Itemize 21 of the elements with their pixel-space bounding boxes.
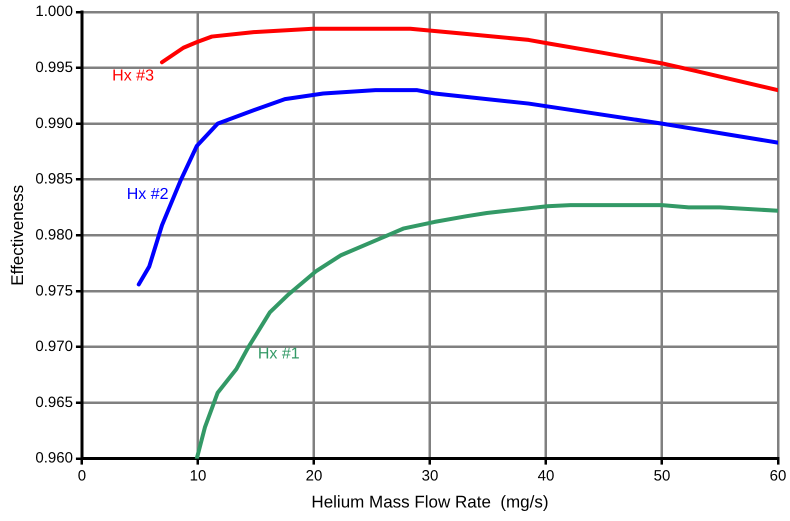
x-tick-label: 20 bbox=[306, 468, 322, 485]
series-label: Hx #3 bbox=[112, 68, 154, 85]
y-tick-label: 0.965 bbox=[35, 394, 73, 411]
y-tick-label: 0.985 bbox=[35, 170, 73, 188]
x-tick-label: 30 bbox=[422, 468, 438, 485]
y-tick-label: 0.980 bbox=[35, 226, 73, 244]
series-label: Hx #1 bbox=[258, 345, 300, 362]
x-tick-label: 40 bbox=[538, 468, 554, 485]
y-tick-label: 0.990 bbox=[35, 114, 73, 132]
x-axis-title: Helium Mass Flow Rate (mg/s) bbox=[311, 492, 549, 512]
x-tick-label: 50 bbox=[654, 468, 670, 485]
y-tick-label: 0.970 bbox=[35, 338, 73, 356]
y-axis-title: Effectiveness bbox=[8, 184, 27, 286]
x-tick-label: 60 bbox=[770, 468, 786, 485]
x-tick-label: 0 bbox=[78, 468, 86, 485]
y-tick-label: 0.960 bbox=[35, 450, 73, 467]
y-tick-label: 0.975 bbox=[35, 282, 73, 300]
y-tick-label: 0.995 bbox=[35, 58, 73, 76]
x-tick-label: 10 bbox=[190, 468, 206, 485]
y-tick-label: 1.000 bbox=[35, 3, 73, 20]
series-label: Hx #2 bbox=[126, 186, 169, 203]
